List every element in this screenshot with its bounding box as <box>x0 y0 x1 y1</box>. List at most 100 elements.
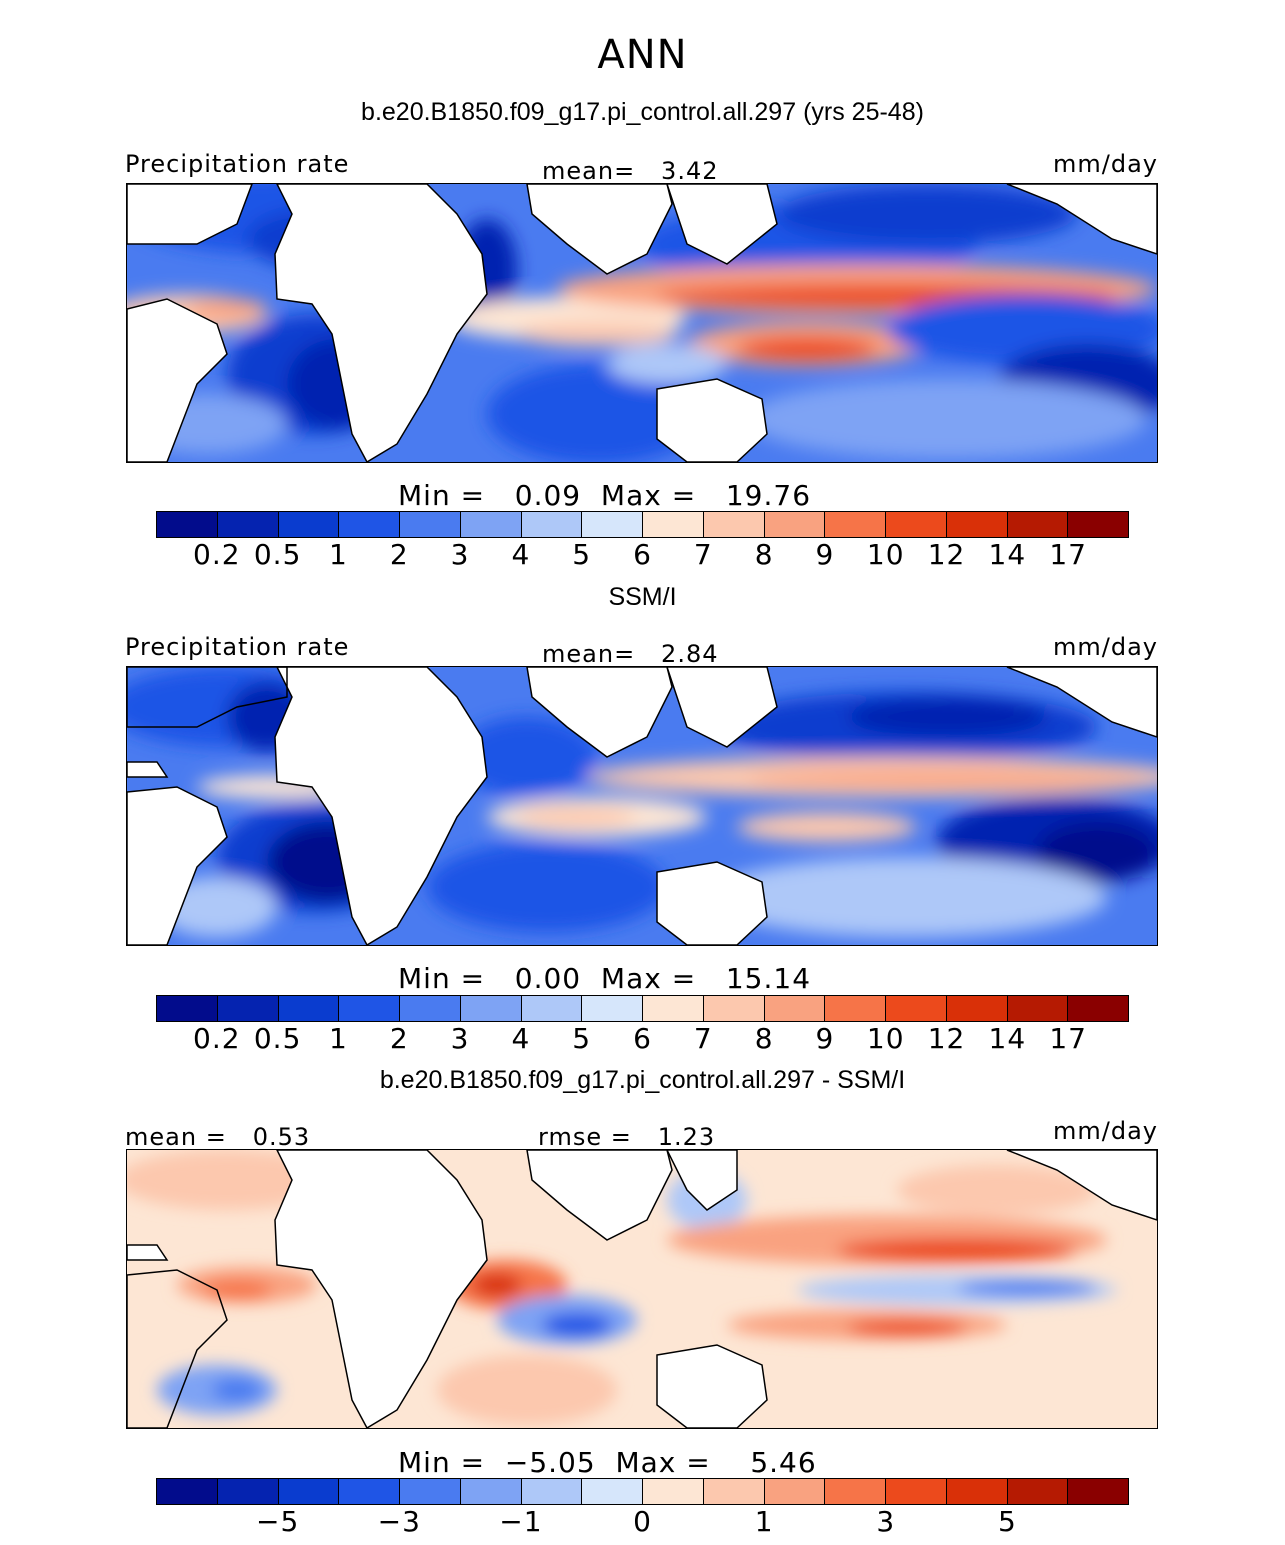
panel3-title: b.e20.B1850.f09_g17.pi_control.all.297 -… <box>379 1066 906 1094</box>
colorbar-swatch <box>764 512 826 537</box>
colorbar-swatch <box>825 512 886 537</box>
colorbar-swatch <box>278 1479 340 1504</box>
colorbar-swatch <box>886 996 947 1021</box>
colorbar-tick-label: 8 <box>754 1022 774 1055</box>
colorbar-swatch <box>460 512 522 537</box>
panel2-max-label: Max = <box>600 962 697 995</box>
colorbar-tick-label: 12 <box>927 538 966 571</box>
colorbar-swatch <box>217 996 279 1021</box>
panel1-map <box>126 183 1158 463</box>
colorbar-tick-label: 17 <box>1049 538 1088 571</box>
colorbar-swatch <box>400 512 461 537</box>
panel3-minmax-row: Min = −5.05 Max = 5.46 <box>398 1446 817 1479</box>
panel1-max-value: 19.76 <box>725 479 812 512</box>
panel1-mean-label: mean= 3.42 <box>542 157 719 185</box>
colorbar-tick-label: 4 <box>511 538 531 571</box>
colorbar-tick-label: 8 <box>754 538 774 571</box>
panel3-units-label: mm/day <box>1053 1117 1158 1145</box>
colorbar-swatch <box>521 1479 583 1504</box>
colorbar-tick-label: 5 <box>997 1505 1017 1538</box>
colorbar-swatch <box>400 996 461 1021</box>
panel3-colorbar-ticks: −5 −3 −1 0 1 3 5 <box>156 1505 1129 1545</box>
panel3-mean-label: mean = 0.53 <box>125 1123 311 1151</box>
panel1-variable-label: Precipitation rate <box>125 150 350 178</box>
colorbar-tick-label: 6 <box>633 538 652 571</box>
panel2-min-label: Min = <box>398 962 486 995</box>
panel3-max-label: Max = <box>615 1446 711 1479</box>
colorbar-tick-label: 5 <box>572 538 592 571</box>
colorbar-swatch <box>217 1479 279 1504</box>
panel3-max-value: 5.46 <box>750 1446 817 1479</box>
colorbar-swatch <box>460 1479 522 1504</box>
colorbar-swatch <box>946 512 1008 537</box>
colorbar-swatch <box>1068 996 1128 1021</box>
colorbar-tick-label: 5 <box>572 1022 592 1055</box>
colorbar-tick-label: 14 <box>988 1022 1027 1055</box>
colorbar-swatch <box>703 512 765 537</box>
colorbar-tick-label: 0.2 <box>193 1022 241 1055</box>
colorbar-tick-label: 6 <box>633 1022 652 1055</box>
colorbar-swatch <box>278 512 340 537</box>
colorbar-tick-label: 1 <box>754 1505 774 1538</box>
colorbar-tick-label: 2 <box>389 1022 409 1055</box>
colorbar-tick-label: 4 <box>511 1022 531 1055</box>
colorbar-swatch <box>217 512 279 537</box>
colorbar-tick-label: 9 <box>815 1022 835 1055</box>
panel1-title: b.e20.B1850.f09_g17.pi_control.all.297 (… <box>361 98 924 126</box>
colorbar-tick-label: 14 <box>988 538 1027 571</box>
panel3-map <box>126 1149 1158 1429</box>
colorbar-swatch <box>278 996 340 1021</box>
colorbar-swatch <box>946 996 1008 1021</box>
panel2-mean-label: mean= 2.84 <box>542 640 719 668</box>
colorbar-swatch <box>400 1479 461 1504</box>
colorbar-swatch <box>339 996 400 1021</box>
colorbar-swatch <box>1007 996 1069 1021</box>
colorbar-swatch <box>643 512 704 537</box>
colorbar-swatch <box>825 996 886 1021</box>
colorbar-tick-label: −1 <box>499 1505 543 1538</box>
australia-shape <box>656 378 768 462</box>
panel1-minmax-row: Min = 0.09 Max = 19.76 <box>398 479 811 512</box>
colorbar-tick-label: 0.5 <box>253 538 302 571</box>
panel2-units-label: mm/day <box>1053 633 1158 661</box>
africa-shape <box>274 184 488 462</box>
panel3-rmse-label: rmse = 1.23 <box>538 1123 716 1151</box>
colorbar-swatch <box>946 1479 1008 1504</box>
colorbar-swatch <box>1068 1479 1128 1504</box>
panel1-max-label: Max = <box>600 479 697 512</box>
colorbar-tick-label: 10 <box>866 538 905 571</box>
colorbar-tick-label: 0 <box>633 1505 652 1538</box>
colorbar-tick-label: 12 <box>927 1022 966 1055</box>
colorbar-swatch <box>1007 512 1069 537</box>
figure-season-title: ANN <box>597 32 688 78</box>
panel1-colorbar-ticks: 0.2 0.5 1 2 3 4 5 6 7 8 9 10 12 14 17 <box>156 538 1129 578</box>
colorbar-tick-label: 10 <box>866 1022 905 1055</box>
panel2-variable-label: Precipitation rate <box>125 633 350 661</box>
panel2-max-value: 15.14 <box>725 962 812 995</box>
colorbar-tick-label: 0.5 <box>253 1022 302 1055</box>
colorbar-tick-label: 17 <box>1049 1022 1088 1055</box>
colorbar-swatch <box>703 996 765 1021</box>
panel2-map <box>126 666 1158 946</box>
colorbar-tick-label: 3 <box>876 1505 896 1538</box>
colorbar-tick-label: 1 <box>329 538 348 571</box>
colorbar-swatch <box>582 1479 643 1504</box>
colorbar-swatch <box>825 1479 886 1504</box>
colorbar-swatch <box>521 512 583 537</box>
colorbar-swatch <box>460 996 522 1021</box>
panel2-colorbar-ticks: 0.2 0.5 1 2 3 4 5 6 7 8 9 10 12 14 17 <box>156 1022 1129 1062</box>
colorbar-tick-label: 0.2 <box>193 538 241 571</box>
panel2-min-value: 0.00 <box>514 962 582 995</box>
panel3-colorbar <box>156 1478 1129 1505</box>
south-america-shape <box>127 298 228 462</box>
colorbar-swatch <box>764 996 826 1021</box>
colorbar-tick-label: 3 <box>450 1022 470 1055</box>
colorbar-swatch <box>157 996 218 1021</box>
panel2-colorbar <box>156 995 1129 1022</box>
colorbar-swatch <box>886 512 947 537</box>
colorbar-swatch <box>1007 1479 1069 1504</box>
colorbar-tick-label: 7 <box>693 538 713 571</box>
colorbar-tick-label: 3 <box>450 538 470 571</box>
panel1-colorbar <box>156 511 1129 538</box>
colorbar-swatch <box>339 1479 400 1504</box>
